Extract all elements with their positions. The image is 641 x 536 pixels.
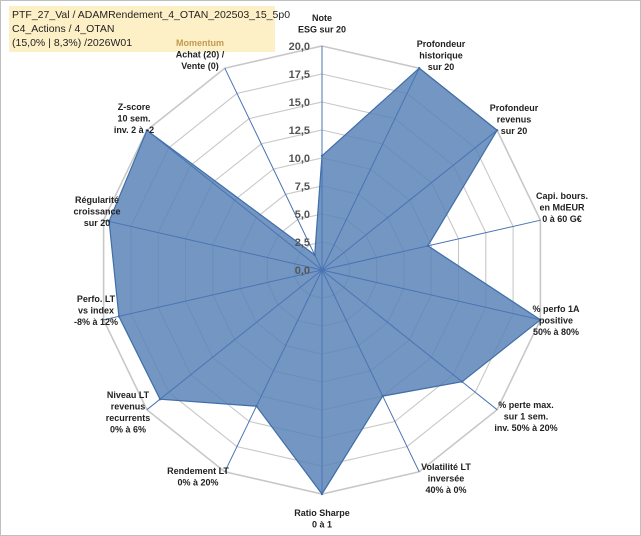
axis-label: Régularité croissance sur 20	[73, 195, 120, 228]
data-point	[418, 67, 421, 70]
axis-label: Niveau LT revenus recurrents 0% à 6%	[106, 390, 151, 435]
data-point	[495, 129, 499, 132]
axis-label: Perfo. LT vs index -8% à 12%	[74, 294, 118, 327]
axis-label: Momentum Achat (20) / Vente (0)	[176, 38, 225, 71]
axis-label: Profondeur historique sur 20	[417, 39, 466, 72]
axis-label: Capi. bours. en MdEUR 0 à 60 G€	[536, 191, 588, 224]
tick-label: 15,0	[289, 97, 310, 109]
axis-spoke	[103, 219, 323, 271]
tick-label: 7,5	[295, 181, 310, 193]
tick-label: 20,0	[289, 41, 310, 53]
axis-spoke	[321, 269, 498, 411]
chart-title-line-1: PTF_27_Val / ADAMRendement_4_OTAN_202503…	[12, 9, 291, 21]
data-point	[313, 253, 316, 257]
tick-label: 0,0	[295, 265, 310, 277]
tick-label: 2,5	[295, 237, 310, 249]
axis-spoke	[224, 67, 323, 271]
tick-label: 10,0	[289, 153, 310, 165]
axis-spoke	[321, 269, 541, 321]
axis-spoke	[321, 129, 498, 271]
data-point	[460, 380, 464, 383]
axis-label: Volatilité LT inversée 40% à 0%	[421, 462, 471, 495]
data-point	[539, 318, 542, 321]
axis-label: Rendement LT 0% à 20%	[167, 466, 229, 488]
data-point	[426, 244, 430, 247]
axis-label: % perfo 1A positive 50% à 80%	[532, 304, 580, 337]
data-point	[320, 492, 324, 496]
tick-label: 5,0	[295, 209, 310, 221]
axis-label: Z-score 10 sem. inv. 2 à -2	[114, 102, 154, 135]
axis-label: Ratio Sharpe 0 à 1	[294, 508, 350, 530]
chart-title-line-2: C4_Actions / 4_OTAN	[12, 23, 115, 35]
axis-label: % perte max. sur 1 sem. inv. 50% à 20%	[494, 400, 557, 433]
data-point	[320, 154, 324, 157]
axis-label: Note ESG sur 20	[298, 13, 346, 35]
tick-label: 17,5	[289, 69, 310, 81]
axis-spoke	[321, 67, 420, 271]
data-point	[381, 394, 384, 398]
data-point	[107, 220, 111, 223]
chart-title-box: PTF_27_Val / ADAMRendement_4_OTAN_202503…	[9, 6, 291, 52]
data-point	[145, 129, 149, 132]
data-point	[158, 398, 162, 401]
axis-spoke	[103, 269, 323, 321]
data-point	[117, 315, 121, 318]
data-point	[255, 405, 258, 408]
axis-spoke	[321, 219, 541, 271]
chart-title-line-3: (15,0% | 8,3%) /2026W01	[12, 37, 133, 49]
axis-spoke	[146, 129, 323, 271]
axis-spoke	[146, 269, 323, 411]
axis-label: Profondeur revenus sur 20	[490, 103, 539, 136]
axis-spoke	[224, 269, 323, 473]
tick-label: 12,5	[289, 125, 310, 137]
axis-spoke	[321, 269, 420, 473]
